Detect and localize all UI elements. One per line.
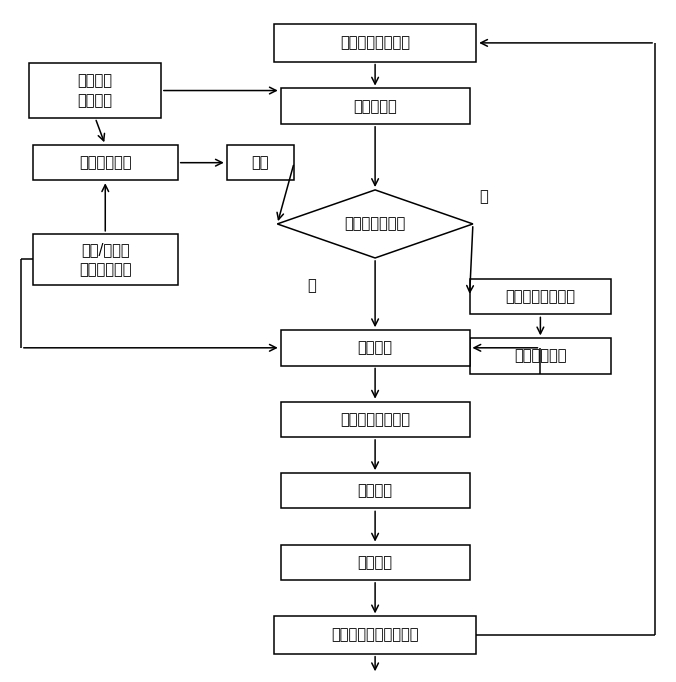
FancyBboxPatch shape	[281, 402, 470, 437]
Text: 控温对象
当前温度: 控温对象 当前温度	[78, 73, 113, 108]
FancyBboxPatch shape	[281, 330, 470, 366]
Text: 调节热阶: 调节热阶	[358, 484, 393, 499]
Text: 调节热阶最小: 调节热阶最小	[514, 349, 566, 364]
Text: 加热/制冷执
行器当前温度: 加热/制冷执 行器当前温度	[79, 242, 132, 277]
FancyBboxPatch shape	[274, 617, 477, 654]
FancyBboxPatch shape	[274, 24, 477, 61]
Text: 阈値: 阈値	[251, 155, 269, 170]
FancyBboxPatch shape	[281, 89, 470, 124]
FancyBboxPatch shape	[281, 544, 470, 580]
Text: 当前温度遣近设定温度: 当前温度遣近设定温度	[331, 627, 419, 642]
Text: 是否超出阈値？: 是否超出阈値？	[345, 216, 406, 231]
FancyBboxPatch shape	[281, 473, 470, 508]
Text: 控制信号: 控制信号	[358, 340, 393, 355]
Text: 热阶控制算法: 热阶控制算法	[79, 155, 132, 170]
Text: 可变电阶阶値置零: 可变电阶阶値置零	[506, 289, 575, 304]
Text: 否: 否	[308, 278, 316, 293]
Text: 是: 是	[480, 189, 489, 204]
FancyBboxPatch shape	[32, 145, 178, 180]
FancyBboxPatch shape	[32, 234, 178, 285]
FancyBboxPatch shape	[470, 279, 611, 314]
Text: 控温对象设定温度: 控温对象设定温度	[340, 35, 410, 50]
Text: 计算差分値: 计算差分値	[354, 99, 397, 114]
FancyBboxPatch shape	[470, 338, 611, 374]
Text: 调节可变电阶阶値: 调节可变电阶阶値	[340, 412, 410, 427]
FancyBboxPatch shape	[226, 145, 294, 180]
Polygon shape	[277, 190, 473, 258]
Text: 热流变化: 热流变化	[358, 554, 393, 569]
FancyBboxPatch shape	[29, 63, 161, 118]
